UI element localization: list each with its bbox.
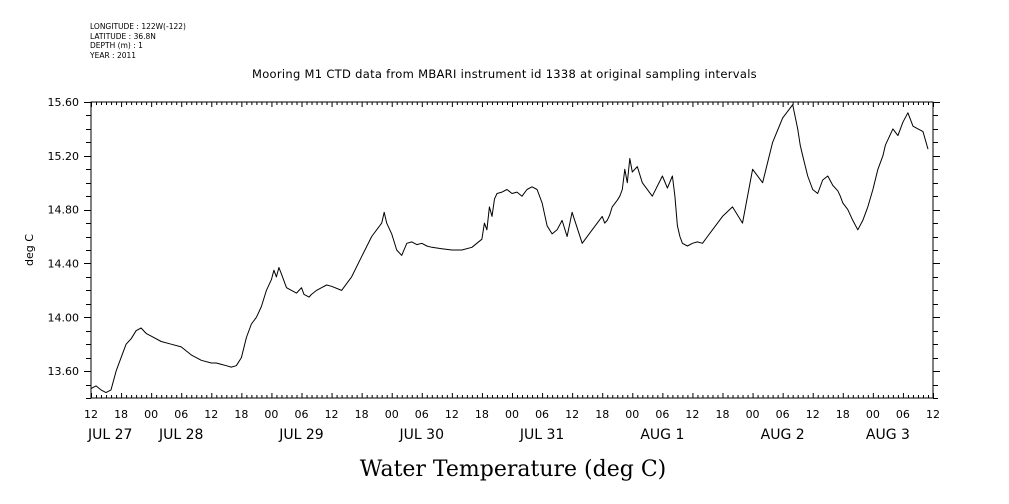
x-date-label: JUL 29 (278, 427, 323, 443)
chart-title: Mooring M1 CTD data from MBARI instrumen… (252, 67, 757, 81)
x-axis-label: Water Temperature (deg C) (360, 457, 667, 482)
latitude-label: LATITUDE : 36.8N (90, 31, 156, 41)
x-hour-label: 00 (505, 408, 519, 421)
x-hour-label: 00 (144, 408, 158, 421)
x-hour-label: 12 (445, 408, 459, 421)
year-label: YEAR : 2011 (90, 51, 137, 61)
plot-frame (90, 101, 934, 399)
y-tick-label: 15.20 (48, 150, 80, 163)
x-date-label: AUG 1 (640, 427, 684, 443)
x-date-label: AUG 2 (761, 427, 805, 443)
x-hour-label: 06 (295, 408, 309, 421)
x-hour-label: 12 (806, 408, 820, 421)
x-date-label: JUL 31 (519, 427, 564, 443)
x-hour-label: 18 (114, 408, 128, 421)
x-hour-label: 18 (355, 408, 369, 421)
x-hour-label: 12 (84, 408, 98, 421)
depth-label: DEPTH (m) : 1 (90, 41, 143, 51)
x-hour-label: 06 (896, 408, 910, 421)
x-hour-label: 00 (625, 408, 639, 421)
y-tick-label: 15.60 (48, 96, 80, 109)
x-hour-label: 18 (234, 408, 248, 421)
x-hour-label: 12 (325, 408, 339, 421)
x-hour-label: 00 (385, 408, 399, 421)
x-hour-label: 18 (475, 408, 489, 421)
x-hour-label: 12 (926, 408, 940, 421)
temperature-series-line (90, 104, 929, 394)
x-hour-label: 06 (415, 408, 429, 421)
x-hour-label: 18 (836, 408, 850, 421)
y-tick-label: 13.60 (48, 365, 80, 378)
x-date-label: JUL 30 (399, 427, 444, 443)
x-hour-label: 12 (204, 408, 218, 421)
x-date-label: AUG 3 (866, 427, 910, 443)
y-axis-label: deg C (23, 234, 36, 266)
y-tick-label: 14.00 (48, 311, 80, 324)
x-hour-label: 06 (174, 408, 188, 421)
x-hour-label: 18 (595, 408, 609, 421)
metadata-block: LONGITUDE : 122W(-122) LATITUDE : 36.8N … (90, 22, 186, 61)
y-tick-label: 14.40 (48, 257, 80, 270)
x-hour-label: 18 (716, 408, 730, 421)
x-hour-label: 00 (866, 408, 880, 421)
y-tick-label: 14.80 (48, 204, 80, 217)
x-hour-label: 12 (565, 408, 579, 421)
x-hour-label: 00 (746, 408, 760, 421)
longitude-label: LONGITUDE : 122W(-122) (90, 22, 186, 31)
x-date-label: JUL 27 (87, 427, 132, 443)
x-hour-label: 00 (264, 408, 278, 421)
x-date-label: JUL 28 (158, 427, 203, 443)
x-hour-label: 12 (685, 408, 699, 421)
x-hour-label: 06 (655, 408, 669, 421)
x-hour-label: 06 (535, 408, 549, 421)
x-hour-label: 06 (776, 408, 790, 421)
